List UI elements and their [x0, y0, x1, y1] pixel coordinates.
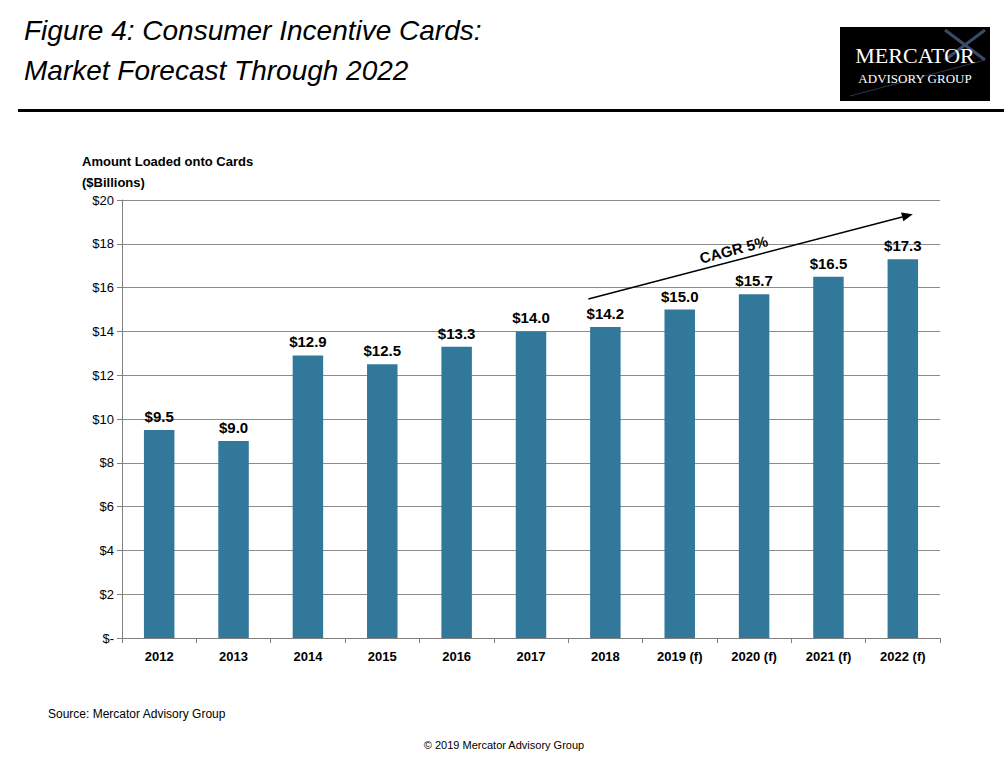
svg-text:$14.0: $14.0: [512, 309, 550, 326]
svg-text:$-: $-: [102, 631, 114, 646]
svg-text:2012: 2012: [145, 649, 174, 664]
svg-text:$18: $18: [92, 236, 114, 251]
svg-text:CAGR 5%: CAGR 5%: [698, 232, 770, 266]
svg-text:MERCATOR: MERCATOR: [855, 43, 975, 68]
svg-text:2013: 2013: [219, 649, 248, 664]
svg-text:$9.5: $9.5: [145, 408, 174, 425]
svg-text:2019 (f): 2019 (f): [657, 649, 703, 664]
svg-text:$14: $14: [92, 324, 114, 339]
svg-text:$6: $6: [100, 499, 114, 514]
svg-text:Market Forecast Through 2022: Market Forecast Through 2022: [24, 55, 409, 86]
svg-text:2020 (f): 2020 (f): [731, 649, 777, 664]
svg-text:$12.5: $12.5: [363, 342, 401, 359]
svg-text:Amount Loaded onto Cards: Amount Loaded onto Cards: [82, 154, 253, 169]
svg-text:$13.3: $13.3: [438, 325, 476, 342]
svg-text:$20: $20: [92, 193, 114, 208]
svg-text:2014: 2014: [293, 649, 323, 664]
svg-text:2017: 2017: [517, 649, 546, 664]
svg-text:$12: $12: [92, 368, 114, 383]
svg-text:Figure 4: Consumer Incentive C: Figure 4: Consumer Incentive Cards:: [24, 15, 482, 46]
svg-text:$10: $10: [92, 412, 114, 427]
svg-text:2021 (f): 2021 (f): [806, 649, 852, 664]
svg-text:$9.0: $9.0: [219, 419, 248, 436]
svg-text:2018: 2018: [591, 649, 620, 664]
svg-text:Source: Mercator Advisory Grou: Source: Mercator Advisory Group: [48, 707, 226, 721]
svg-text:$16.5: $16.5: [810, 255, 848, 272]
svg-text:$15.0: $15.0: [661, 288, 699, 305]
svg-text:$8: $8: [100, 455, 114, 470]
svg-text:2015: 2015: [368, 649, 397, 664]
svg-text:$4: $4: [100, 543, 114, 558]
svg-text:$12.9: $12.9: [289, 333, 327, 350]
svg-text:2022 (f): 2022 (f): [880, 649, 926, 664]
svg-text:2016: 2016: [442, 649, 471, 664]
svg-text:$16: $16: [92, 280, 114, 295]
svg-text:$15.7: $15.7: [735, 272, 773, 289]
svg-text:($Billions): ($Billions): [82, 175, 145, 190]
svg-text:$17.3: $17.3: [884, 237, 922, 254]
svg-text:$14.2: $14.2: [587, 305, 625, 322]
svg-text:$2: $2: [100, 587, 114, 602]
svg-text:© 2019 Mercator Advisory Group: © 2019 Mercator Advisory Group: [424, 739, 584, 751]
svg-text:ADVISORY GROUP: ADVISORY GROUP: [858, 71, 971, 86]
